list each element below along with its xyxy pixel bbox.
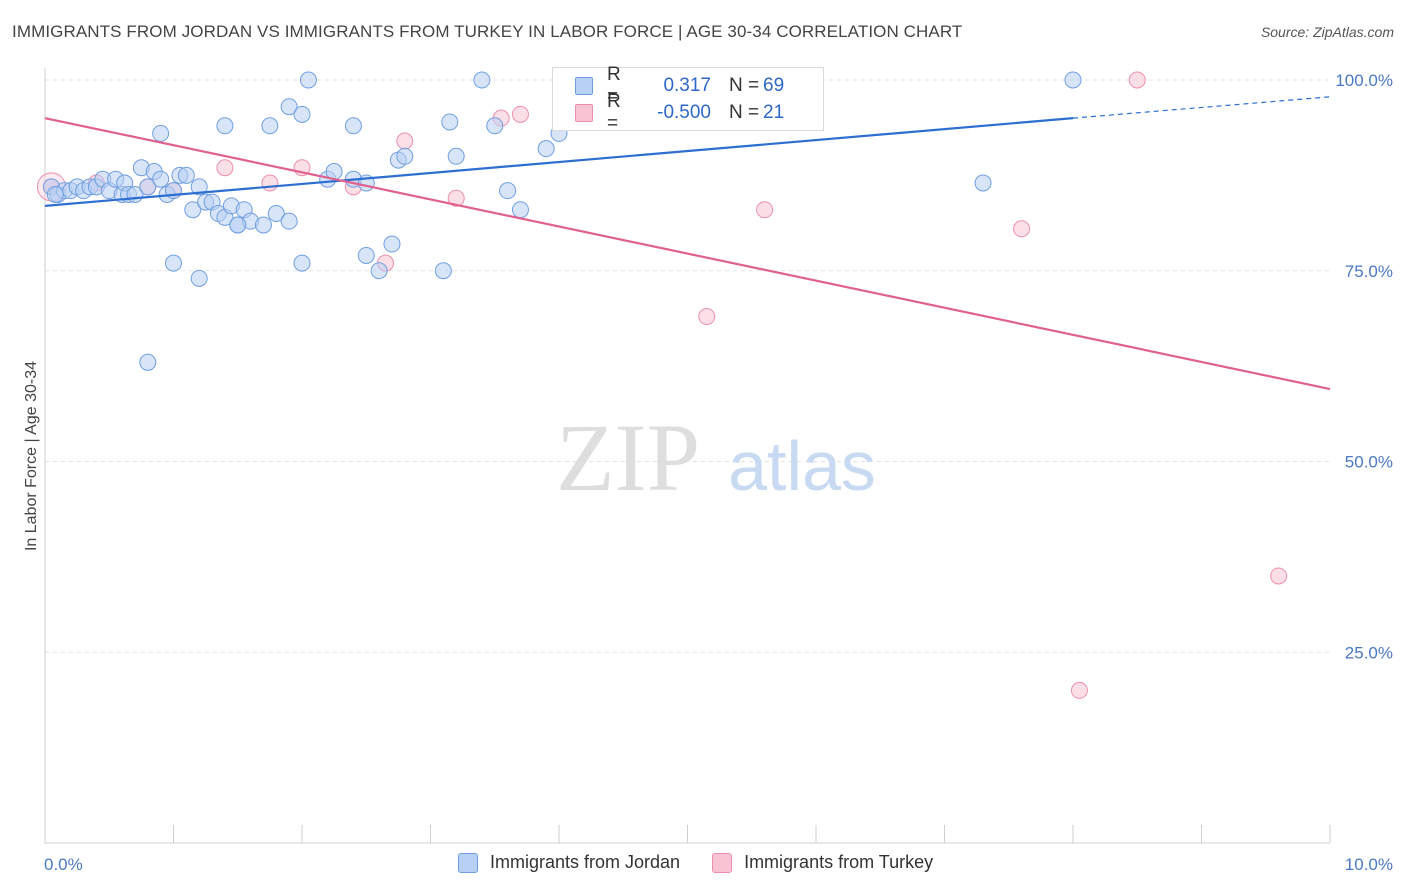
turkey-point (1013, 220, 1031, 238)
turkey-point (216, 159, 234, 177)
legend-label-jordan: Immigrants from Jordan (490, 852, 681, 872)
jordan-point (1064, 71, 1082, 89)
source-label: Source: ZipAtlas.com (1260, 24, 1394, 40)
y-tick-label: 25.0% (1345, 643, 1393, 662)
y-axis-label: In Labor Force | Age 30-34 (23, 361, 40, 551)
jordan-point (441, 113, 459, 131)
tick-labels: 25.0% 50.0% 75.0% 100.0% 0.0% 10.0% (44, 71, 1393, 874)
legend-r-value: -0.500 (657, 102, 711, 123)
jordan-point (216, 117, 234, 135)
legend-swatch-turkey (712, 852, 733, 873)
legend-n-label: N = (729, 75, 760, 96)
turkey-point (511, 105, 529, 123)
jordan-point (254, 216, 272, 234)
trend-lines (44, 96, 1331, 391)
legend-label-turkey: Immigrants from Turkey (744, 852, 934, 872)
jordan-point (383, 235, 401, 253)
jordan-point (139, 178, 157, 196)
jordan-point (280, 212, 298, 230)
y-tick-label: 100.0% (1335, 71, 1393, 90)
jordan-point (152, 170, 170, 188)
jordan-point (177, 166, 195, 184)
x-tick-label-max: 10.0% (1345, 855, 1393, 874)
turkey-point (1128, 71, 1146, 89)
series-turkey-points (36, 71, 1288, 699)
jordan-point (473, 71, 491, 89)
jordan-point (511, 201, 529, 219)
jordan-point (434, 262, 452, 280)
jordan-point (46, 185, 64, 203)
legend-r-label: R = (607, 64, 621, 107)
watermark-zip: ZIP (556, 404, 700, 511)
jordan-point (261, 117, 279, 135)
jordan-point (499, 182, 517, 200)
jordan-point (537, 140, 555, 158)
jordan-point (293, 105, 311, 123)
jordan-point (184, 201, 202, 219)
legend-r-label: R = (607, 91, 621, 134)
jordan-point (370, 262, 388, 280)
jordan-point (344, 117, 362, 135)
legend-n-value: 21 (763, 102, 785, 123)
axes (44, 68, 1331, 844)
jordan-point (139, 353, 157, 371)
jordan-point (486, 117, 504, 135)
watermark-atlas: atlas (728, 427, 876, 505)
legend-item-jordan[interactable]: Immigrants from Jordan (458, 852, 680, 873)
turkey-point (396, 132, 414, 150)
turkey-point (1270, 567, 1288, 585)
jordan-point (190, 178, 208, 196)
x-tick-label-min: 0.0% (44, 855, 83, 874)
jordan-point (447, 147, 465, 165)
chart-title: IMMIGRANTS FROM JORDAN VS IMMIGRANTS FRO… (12, 22, 963, 41)
series-legend: Immigrants from Jordan Immigrants from T… (458, 852, 965, 873)
correlation-legend: R = 0.317 N = 69 R = -0.500 N = 21 (552, 64, 824, 134)
jordan-point (293, 254, 311, 272)
legend-r-value: 0.317 (663, 75, 711, 96)
jordan-trend-extension (1072, 96, 1331, 119)
jordan-point (974, 174, 992, 192)
legend-row-jordan: R = 0.317 N = 69 (575, 64, 785, 107)
jordan-point (190, 269, 208, 287)
turkey-point (1070, 681, 1088, 699)
legend-swatch-jordan (575, 77, 593, 95)
y-tick-label: 50.0% (1345, 453, 1393, 472)
turkey-point (698, 308, 716, 326)
turkey-point (261, 174, 279, 192)
jordan-point (280, 98, 298, 116)
jordan-trend-line (44, 117, 1074, 207)
jordan-point (299, 71, 317, 89)
turkey-trend-line (44, 117, 1331, 391)
legend-n-label: N = (729, 102, 760, 123)
jordan-point (396, 147, 414, 165)
jordan-point (357, 246, 375, 264)
grid-lines (45, 79, 1330, 653)
jordan-point (229, 216, 247, 234)
jordan-point (165, 254, 182, 272)
jordan-point (267, 205, 285, 223)
legend-item-turkey[interactable]: Immigrants from Turkey (712, 852, 933, 873)
watermark: ZIP atlas (556, 404, 876, 511)
legend-swatch-jordan (458, 852, 478, 873)
legend-row-turkey: R = -0.500 N = 21 (575, 91, 785, 134)
jordan-point (152, 124, 170, 142)
turkey-point (447, 189, 465, 207)
turkey-point (756, 201, 774, 219)
legend-swatch-turkey (575, 104, 593, 122)
y-tick-label: 75.0% (1345, 262, 1393, 281)
legend-n-value: 69 (763, 75, 785, 96)
